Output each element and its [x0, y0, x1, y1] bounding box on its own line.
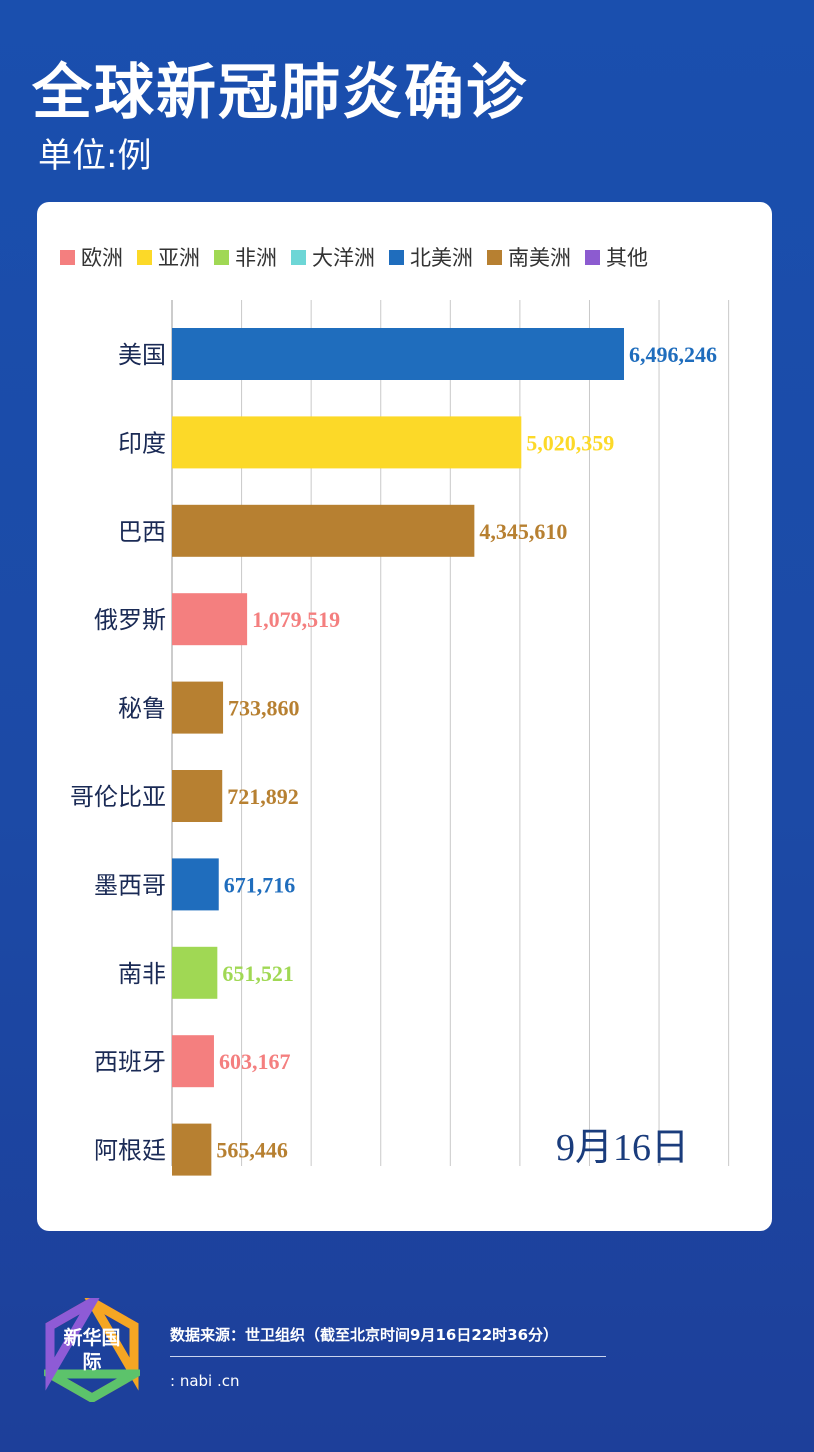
value-label: 565,446 — [216, 1138, 287, 1163]
bar — [172, 1035, 214, 1088]
legend-swatch — [291, 249, 306, 265]
legend-swatch — [214, 249, 229, 265]
value-label: 603,167 — [219, 1049, 290, 1074]
legend-label: 北美洲 — [410, 246, 473, 270]
value-label: 671,716 — [224, 872, 296, 897]
legend: 欧洲 亚洲 非洲 大洋洲 北美洲 南美洲 其他 — [60, 240, 760, 274]
value-label: 733,860 — [228, 696, 299, 721]
legend-item: 欧洲 — [60, 242, 123, 272]
legend-item: 南美洲 — [487, 242, 571, 272]
legend-swatch — [389, 249, 404, 265]
category-label: 巴西 — [118, 518, 166, 546]
category-label: 墨西哥 — [94, 871, 166, 899]
legend-label: 非洲 — [235, 246, 277, 270]
legend-swatch — [60, 249, 75, 265]
category-label: 西班牙 — [94, 1048, 166, 1076]
legend-item: 其他 — [585, 242, 648, 272]
legend-swatch — [585, 249, 600, 265]
category-label: 美国 — [118, 341, 166, 369]
bar — [172, 946, 218, 999]
category-label: 南非 — [118, 960, 166, 988]
value-label: 6,496,246 — [629, 342, 717, 367]
legend-swatch — [487, 249, 502, 265]
legend-label: 南美洲 — [508, 246, 571, 270]
legend-item: 非洲 — [214, 242, 277, 272]
bar — [172, 504, 475, 557]
bar — [172, 681, 224, 734]
legend-swatch — [137, 249, 152, 265]
footer-divider — [170, 1356, 606, 1357]
legend-item: 亚洲 — [137, 242, 200, 272]
legend-item: 大洋洲 — [291, 242, 375, 272]
category-label: 秘鲁 — [118, 695, 166, 723]
bar — [172, 1123, 212, 1176]
page-title: 全球新冠肺炎确诊 — [32, 58, 528, 128]
legend-label: 亚洲 — [158, 246, 200, 270]
legend-label: 欧洲 — [81, 246, 123, 270]
legend-item: 北美洲 — [389, 242, 473, 272]
category-label: 俄罗斯 — [94, 606, 166, 634]
site-url: : nabi .cn — [170, 1372, 240, 1390]
value-label: 651,521 — [222, 961, 294, 986]
bar — [172, 328, 624, 380]
legend-label: 大洋洲 — [312, 246, 375, 270]
category-label: 印度 — [118, 429, 166, 457]
data-source: 数据来源：世卫组织（截至北京时间9月16日22时36分） — [170, 1326, 559, 1344]
bar — [172, 770, 223, 822]
value-label: 5,020,359 — [526, 430, 614, 455]
value-label: 4,345,610 — [479, 519, 567, 544]
bar — [172, 858, 219, 911]
bar — [172, 593, 248, 646]
value-label: 721,892 — [227, 784, 299, 809]
xinhua-logo-icon — [44, 1298, 140, 1402]
legend-label: 其他 — [606, 246, 648, 270]
bar — [172, 416, 522, 469]
category-label: 阿根廷 — [94, 1137, 166, 1165]
date-label: 9月16日 — [556, 1127, 690, 1169]
logo-text: 新华国际 — [63, 1327, 121, 1373]
unit-label: 单位:例 — [38, 136, 152, 176]
category-label: 哥伦比亚 — [70, 783, 166, 811]
value-label: 1,079,519 — [252, 607, 340, 632]
